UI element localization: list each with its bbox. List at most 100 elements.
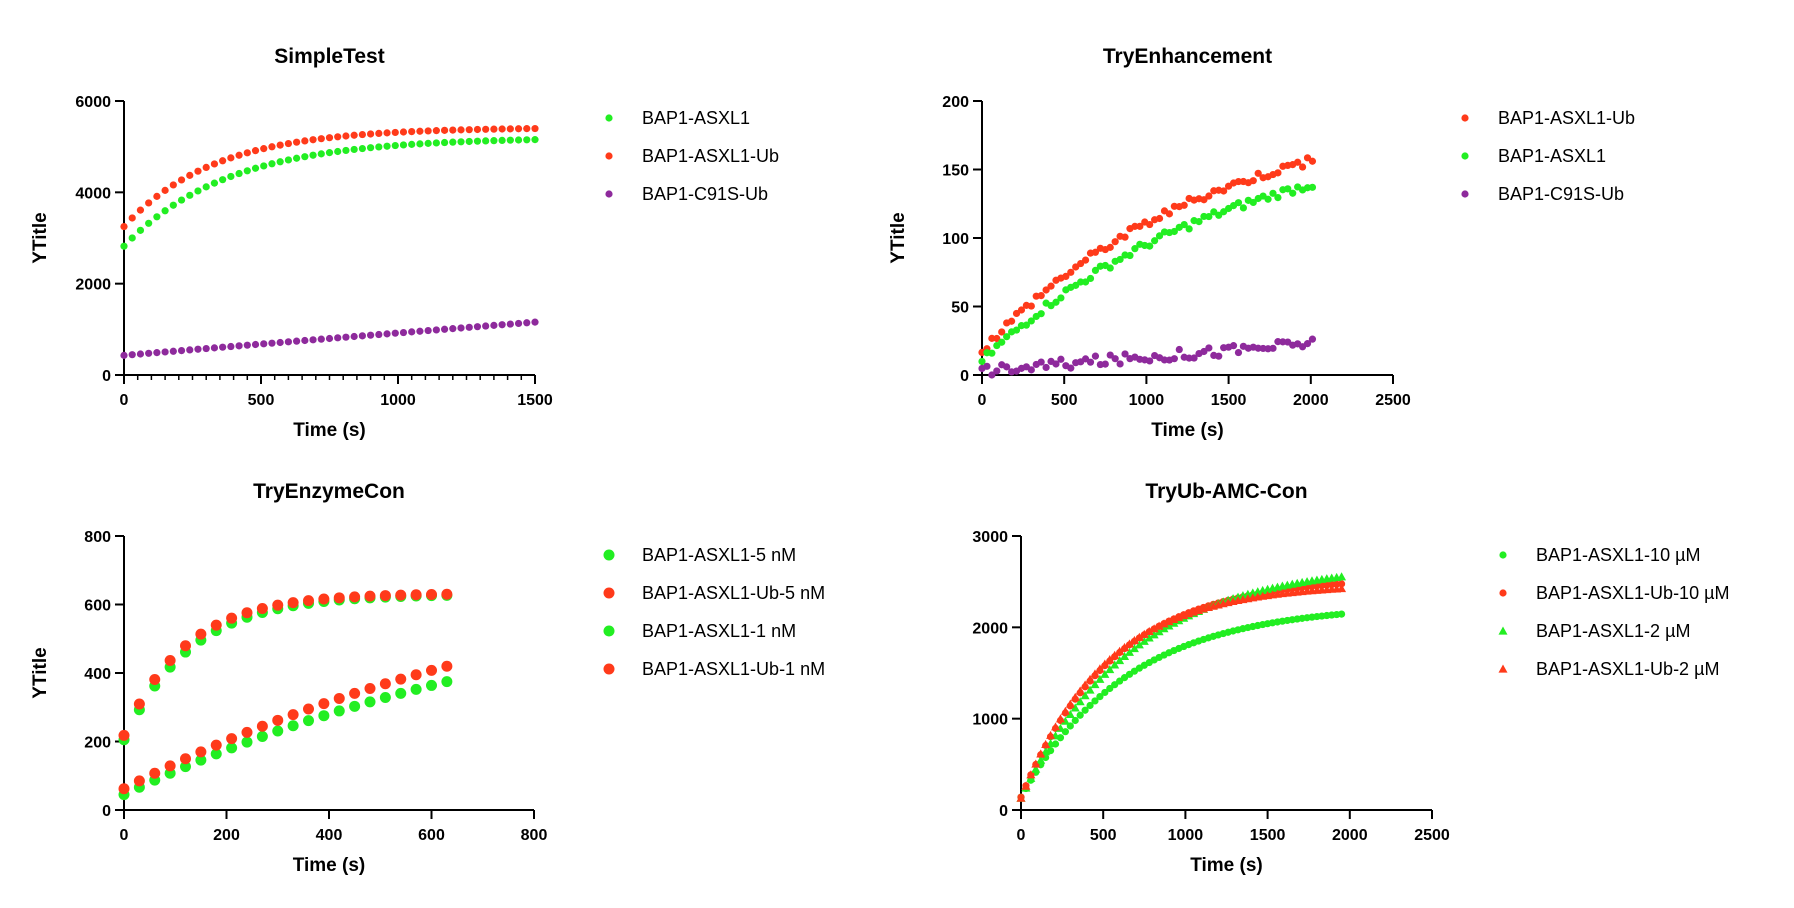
data-point — [358, 130, 366, 139]
y-tick-label: 0 — [960, 368, 969, 385]
data-point — [1067, 364, 1075, 372]
data-point — [226, 612, 238, 624]
data-point — [383, 142, 391, 150]
data-point — [1131, 245, 1139, 253]
data-point — [1294, 158, 1302, 166]
y-tick-label: 2000 — [75, 277, 111, 294]
data-point — [1081, 706, 1089, 714]
data-point — [1134, 632, 1144, 641]
legend-label: BAP1-ASXL1-Ub — [642, 146, 779, 166]
chart-panel-1: SimpleTest 0 500 1000 1500 0 2000 4000 6000 Time … — [30, 45, 779, 441]
y-tick-label: 200 — [942, 94, 969, 111]
data-point — [399, 328, 408, 337]
data-point — [1016, 793, 1026, 802]
data-point — [1136, 222, 1144, 230]
data-point — [408, 328, 416, 336]
data-point — [1139, 629, 1149, 638]
data-point — [1051, 722, 1061, 731]
data-point — [1239, 204, 1247, 212]
x-tick-label: 2000 — [1293, 392, 1329, 409]
legend-marker — [603, 663, 615, 675]
data-point — [293, 138, 301, 146]
data-point — [195, 628, 207, 640]
x-tick-label: 1000 — [1129, 392, 1165, 409]
x-tick-label: 1500 — [517, 392, 553, 409]
data-point — [1026, 770, 1036, 779]
data-point — [1165, 210, 1174, 218]
data-point — [441, 660, 453, 672]
data-point — [364, 696, 376, 708]
data-point — [482, 125, 490, 133]
data-point — [1120, 642, 1130, 651]
x-tick-label: 0 — [1017, 827, 1026, 844]
data-point — [318, 710, 330, 722]
y-axis-label: YTitle — [30, 212, 51, 263]
x-axis-label: Time (s) — [293, 420, 366, 441]
data-point — [379, 678, 391, 690]
data-point — [136, 226, 145, 234]
data-point — [1249, 177, 1257, 185]
x-tick-label: 2000 — [1332, 827, 1368, 844]
data-point — [1091, 352, 1100, 360]
data-point — [1046, 730, 1056, 739]
y-tick-label: 1000 — [972, 712, 1008, 729]
data-point — [1106, 264, 1114, 272]
data-point — [194, 345, 202, 353]
legend-marker — [1461, 152, 1469, 160]
series-BAP1-ASXL1-Ub-5 nM — [118, 588, 453, 741]
data-point — [1159, 624, 1169, 633]
data-point — [136, 206, 145, 214]
data-point — [202, 163, 210, 172]
data-point — [118, 729, 130, 741]
data-point — [210, 619, 222, 631]
data-point — [195, 746, 207, 758]
series-BAP1-C91S-Ub — [978, 335, 1317, 379]
x-tick-label: 200 — [213, 827, 240, 844]
data-point — [1110, 650, 1120, 659]
data-point — [1170, 355, 1178, 363]
data-point — [1154, 627, 1164, 636]
chart-panel-3: TryEnzymeCon 0 200 400 600 800 0 200 400 600 800 Ti… — [30, 480, 825, 876]
data-point — [1091, 697, 1099, 705]
data-point — [1180, 220, 1188, 229]
legend-marker — [1498, 664, 1508, 673]
data-point — [432, 127, 440, 135]
data-point — [303, 715, 314, 727]
data-point — [1101, 360, 1109, 368]
legend-label: BAP1-ASXL1-1 nM — [642, 621, 796, 641]
data-point — [318, 698, 330, 710]
data-point — [1090, 680, 1100, 689]
data-point — [1101, 688, 1109, 697]
series-BAP1-ASXL1-5 nM — [118, 589, 453, 746]
data-point — [1085, 685, 1095, 694]
data-point — [498, 125, 506, 133]
data-point — [1086, 701, 1094, 710]
data-point — [303, 595, 314, 607]
data-point — [449, 138, 457, 146]
data-point — [1164, 621, 1174, 630]
data-point — [1149, 630, 1159, 639]
legend-label: BAP1-ASXL1-10 µM — [1536, 545, 1700, 565]
data-point — [325, 149, 334, 157]
data-point — [235, 151, 243, 159]
data-point — [186, 171, 194, 179]
data-point — [219, 157, 227, 165]
legend-marker — [1461, 190, 1469, 198]
data-point — [128, 214, 136, 222]
data-point — [1125, 647, 1135, 656]
legend-label: BAP1-C91S-Ub — [642, 184, 768, 204]
data-point — [440, 138, 449, 147]
data-point — [473, 137, 482, 145]
data-point — [309, 151, 317, 159]
data-point — [153, 192, 161, 200]
data-point — [251, 164, 260, 172]
data-point — [426, 588, 437, 600]
data-point — [395, 673, 407, 685]
data-point — [120, 222, 128, 231]
data-point — [1200, 196, 1208, 204]
data-point — [334, 147, 342, 156]
data-point — [1116, 255, 1124, 264]
data-point — [284, 139, 292, 148]
legend-marker — [1499, 551, 1507, 559]
data-point — [1106, 351, 1114, 359]
